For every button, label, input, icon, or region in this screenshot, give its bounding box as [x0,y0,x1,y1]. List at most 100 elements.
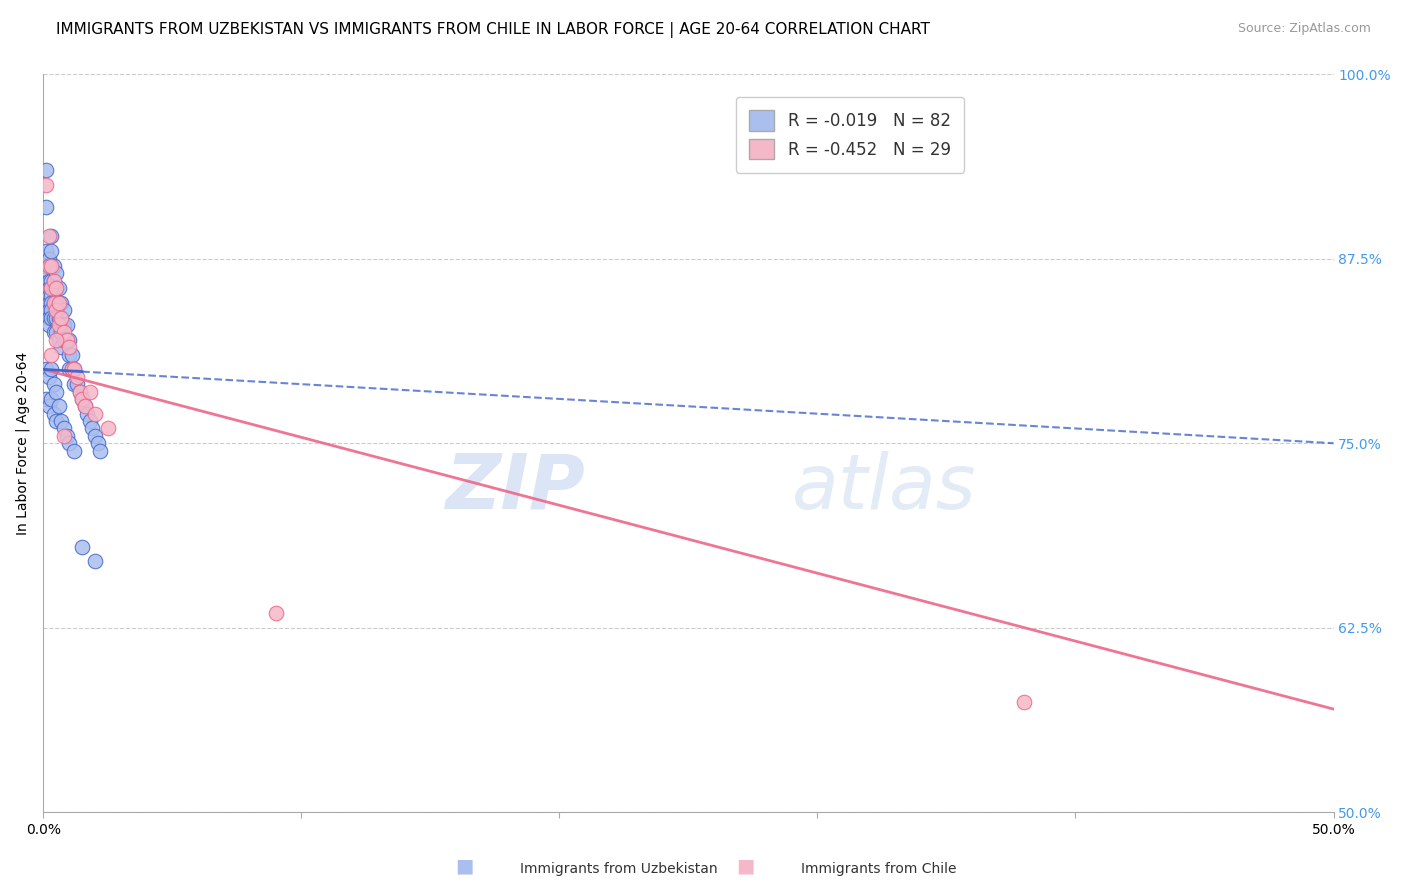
Point [51,340,73,354]
Point [42,296,65,310]
Text: ZIP: ZIP [446,450,585,524]
Text: Source: ZipAtlas.com: Source: ZipAtlas.com [1237,22,1371,36]
Point [55,318,77,332]
Point [39,348,62,362]
Point [53,429,76,443]
Point [63,377,86,392]
Point [53,303,76,318]
Point [42,281,65,295]
Point [42,310,65,325]
Point [39,296,62,310]
Point [48,281,70,295]
Point [48,310,70,325]
Point [45,414,67,428]
Point [51,310,73,325]
Point [39,244,62,259]
Point [42,296,65,310]
Point [35,178,58,192]
Point [51,296,73,310]
Point [55,333,77,347]
Point [70,392,93,406]
Point [39,229,62,244]
Text: atlas: atlas [792,450,976,524]
Point [39,362,62,376]
Point [58,362,80,376]
Text: Immigrants from Uzbekistan: Immigrants from Uzbekistan [520,862,718,876]
Point [66,369,89,384]
Point [82,421,104,435]
Point [38,400,60,414]
Point [86,436,108,450]
Point [51,414,73,428]
Point [53,333,76,347]
Point [39,274,62,288]
Legend: R = -0.019   N = 82, R = -0.452   N = 29: R = -0.019 N = 82, R = -0.452 N = 29 [735,97,965,173]
Point [38,303,60,318]
Point [38,281,60,295]
Point [35,200,58,214]
Point [264,606,287,620]
Point [45,303,67,318]
Point [55,333,77,347]
Point [35,244,58,259]
Point [66,377,89,392]
Text: ■: ■ [454,857,474,876]
Point [42,274,65,288]
Point [39,259,62,273]
Point [38,259,60,273]
Point [35,362,58,376]
Text: IMMIGRANTS FROM UZBEKISTAN VS IMMIGRANTS FROM CHILE IN LABOR FORCE | AGE 20-64 C: IMMIGRANTS FROM UZBEKISTAN VS IMMIGRANTS… [56,22,931,38]
Point [45,281,67,295]
Point [38,310,60,325]
Point [38,288,60,302]
Point [48,296,70,310]
Point [38,369,60,384]
Point [51,326,73,340]
Point [39,310,62,325]
Point [53,421,76,435]
Point [63,443,86,458]
Point [69,384,91,399]
Point [70,540,93,554]
Point [53,326,76,340]
Point [45,310,67,325]
Text: ■: ■ [735,857,755,876]
Point [48,318,70,332]
Point [51,310,73,325]
Point [58,348,80,362]
Point [38,252,60,266]
Point [84,407,107,421]
Point [1012,695,1035,709]
Point [39,392,62,406]
Point [45,281,67,295]
Point [60,362,83,376]
Point [42,377,65,392]
Point [84,554,107,568]
Point [45,326,67,340]
Point [89,443,111,458]
Point [42,407,65,421]
Point [73,400,96,414]
Point [42,259,65,273]
Point [45,296,67,310]
Point [48,333,70,347]
Point [38,318,60,332]
Point [84,429,107,443]
Point [79,414,101,428]
Point [63,362,86,376]
Point [97,421,120,435]
Point [58,340,80,354]
Point [35,392,58,406]
Point [38,259,60,273]
Point [48,400,70,414]
Point [39,259,62,273]
Point [38,274,60,288]
Point [48,296,70,310]
Point [38,296,60,310]
Point [58,436,80,450]
Point [53,318,76,332]
Point [45,333,67,347]
Point [58,333,80,347]
Point [38,229,60,244]
Point [76,407,98,421]
